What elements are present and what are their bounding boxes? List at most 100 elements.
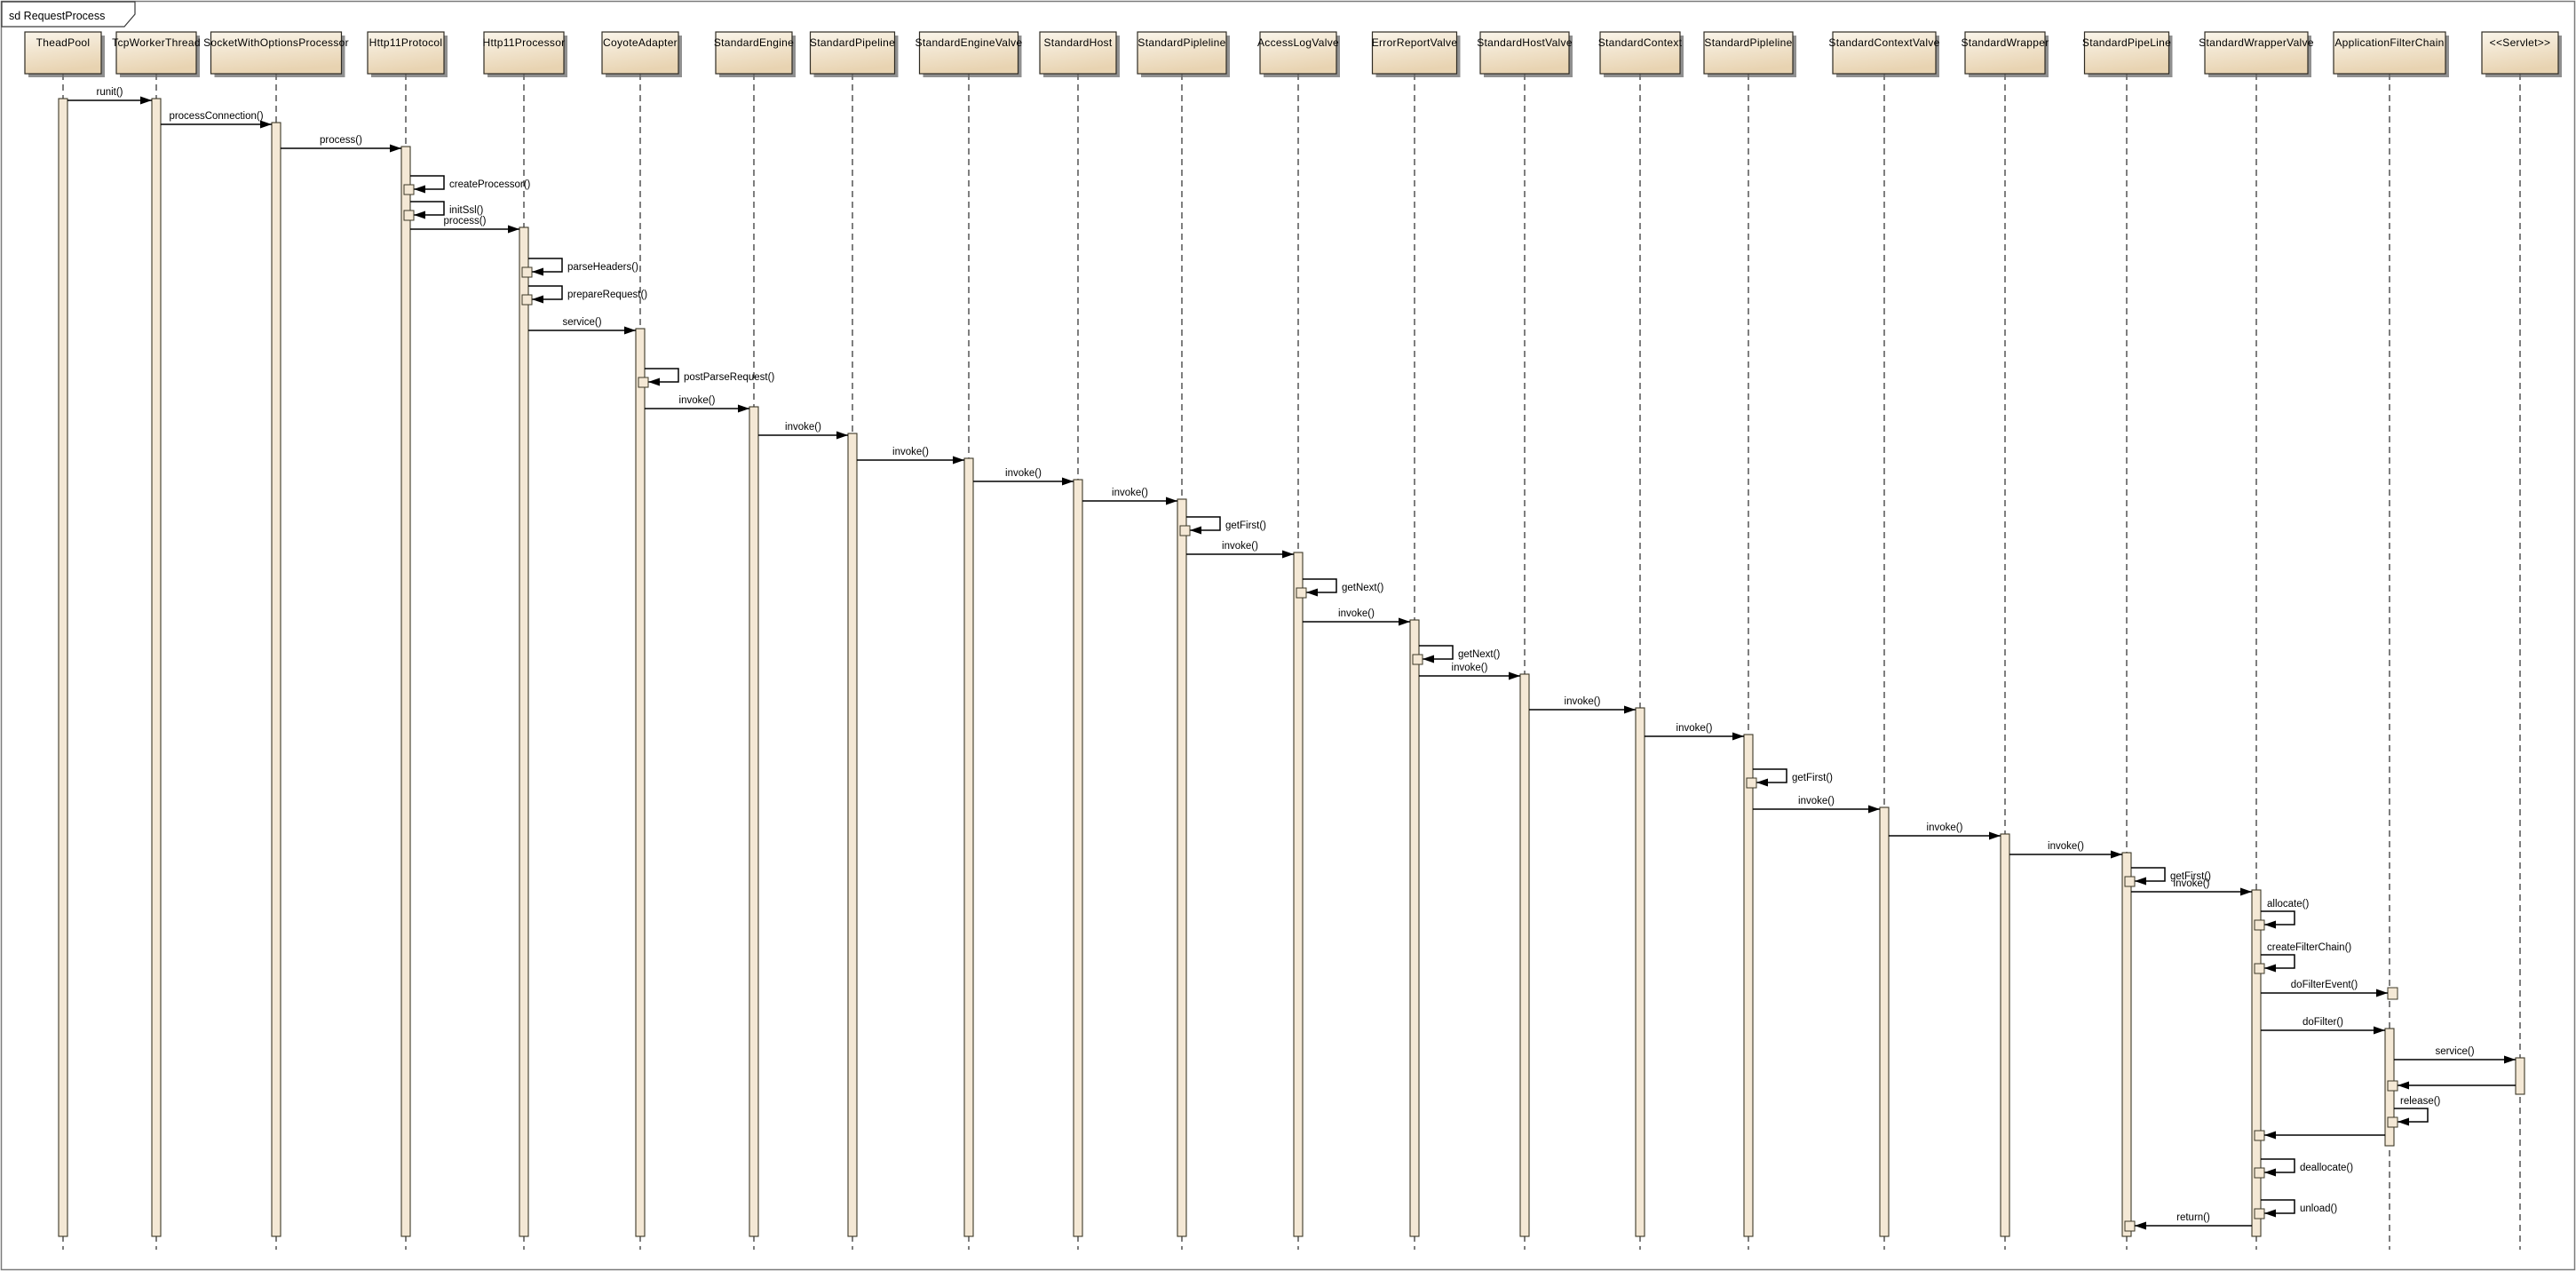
message-arrowhead bbox=[1166, 496, 1177, 505]
activation-bar bbox=[519, 226, 529, 1237]
message-label: invoke() bbox=[1222, 541, 1258, 552]
lifeline-head bbox=[483, 31, 565, 75]
lifeline-head bbox=[1599, 31, 1681, 75]
lifeline-name: Http11Processor bbox=[483, 36, 566, 49]
lifeline-head bbox=[2083, 31, 2170, 75]
self-message-line bbox=[645, 368, 679, 383]
message-label: invoke() bbox=[785, 422, 821, 433]
message-arrowhead bbox=[2264, 920, 2276, 929]
self-message-line bbox=[1186, 516, 1221, 531]
message-label: runit() bbox=[96, 87, 123, 98]
message-arrowhead bbox=[532, 267, 543, 276]
message-label: return() bbox=[2176, 1212, 2210, 1223]
message-label: invoke() bbox=[2048, 841, 2084, 852]
lifeline-name: CoyoteAdapter bbox=[603, 36, 678, 49]
nested-activation bbox=[2387, 987, 2398, 1000]
message-label: prepareRequest() bbox=[567, 290, 647, 300]
message-label: invoke() bbox=[1338, 608, 1375, 619]
nested-activation bbox=[1296, 587, 1307, 599]
message-arrowhead bbox=[1306, 588, 1318, 597]
lifeline-head bbox=[2204, 31, 2309, 75]
nested-activation bbox=[403, 210, 415, 221]
message-label: initSsl() bbox=[449, 205, 484, 216]
frame-tab-label: sd RequestProcess bbox=[9, 10, 105, 22]
lifeline-head bbox=[2481, 31, 2559, 75]
activation-bar bbox=[58, 98, 68, 1237]
message-arrowhead bbox=[1062, 477, 1074, 486]
nested-activation bbox=[521, 266, 533, 278]
message-label: processConnection() bbox=[169, 111, 263, 122]
message-label: invoke() bbox=[1112, 488, 1148, 498]
message-arrowhead bbox=[414, 185, 425, 194]
message-arrowhead bbox=[1989, 831, 2001, 840]
self-message-line bbox=[1419, 645, 1454, 660]
message-label: invoke() bbox=[892, 447, 929, 457]
message-arrowhead bbox=[1756, 778, 1768, 787]
self-message-line bbox=[2261, 1158, 2295, 1173]
activation-bar bbox=[271, 122, 281, 1237]
lifeline-head bbox=[1703, 31, 1794, 75]
activation-bar bbox=[1073, 479, 1083, 1237]
lifeline-name: StandardPipleline bbox=[1137, 36, 1225, 49]
message-label: invoke() bbox=[1676, 723, 1713, 734]
message-arrowhead bbox=[2240, 887, 2252, 896]
lifeline-name: StandardPipeline bbox=[810, 36, 895, 49]
message-label: doFilterEvent() bbox=[2291, 980, 2358, 990]
activation-bar bbox=[1519, 673, 1530, 1237]
message-arrowhead bbox=[1624, 705, 1636, 714]
nested-activation bbox=[2254, 963, 2265, 974]
message-arrowhead bbox=[953, 456, 964, 465]
message-label: process() bbox=[320, 135, 362, 146]
message-label: getFirst() bbox=[1225, 520, 1266, 531]
message-label: allocate() bbox=[2267, 899, 2309, 910]
nested-activation bbox=[2387, 1116, 2398, 1128]
message-label: createFilterChain() bbox=[2267, 942, 2351, 953]
message-label: getNext() bbox=[1458, 649, 1500, 660]
lifeline-name: StandardWrapper bbox=[1962, 36, 2049, 49]
lifeline-head bbox=[918, 31, 1019, 75]
lifeline-head bbox=[809, 31, 896, 75]
nested-activation bbox=[2254, 1130, 2265, 1141]
message-arrowhead bbox=[2264, 964, 2276, 973]
message-label: getFirst() bbox=[2170, 871, 2211, 882]
activation-bar bbox=[749, 406, 759, 1237]
lifeline-name: StandardWrapperValve bbox=[2199, 36, 2314, 49]
message-arrowhead bbox=[140, 96, 152, 105]
message-arrowhead bbox=[1399, 617, 1410, 626]
message-label: invoke() bbox=[1452, 663, 1488, 673]
activation-bar bbox=[400, 146, 411, 1237]
lifeline-name: <<Servlet>> bbox=[2490, 36, 2551, 49]
activation-bar bbox=[635, 328, 646, 1237]
message-label: invoke() bbox=[2174, 878, 2210, 889]
activation-bar bbox=[963, 457, 974, 1237]
lifeline-name: StandardEngineValve bbox=[915, 36, 1023, 49]
message-arrowhead bbox=[648, 377, 660, 386]
lifeline-name: TcpWorkerThread bbox=[112, 36, 201, 49]
self-message-line bbox=[2131, 867, 2166, 882]
lifeline-head bbox=[1259, 31, 1337, 75]
activation-bar bbox=[2251, 889, 2262, 1237]
nested-activation bbox=[1746, 777, 1757, 789]
lifeline-head bbox=[1832, 31, 1937, 75]
lifeline-head bbox=[715, 31, 793, 75]
message-arrowhead bbox=[2504, 1055, 2516, 1064]
message-label: deallocate() bbox=[2300, 1163, 2353, 1173]
activation-bar bbox=[1635, 707, 1645, 1237]
nested-activation bbox=[521, 294, 533, 306]
message-label: process() bbox=[444, 216, 487, 226]
lifeline-name: Http11Protocol bbox=[369, 36, 443, 49]
message-arrowhead bbox=[508, 225, 519, 234]
message-label: unload() bbox=[2300, 1203, 2337, 1214]
lifeline-name: StandardPipleline bbox=[1704, 36, 1792, 49]
message-label: invoke() bbox=[679, 395, 716, 406]
self-message-line bbox=[2261, 954, 2295, 969]
message-arrowhead bbox=[1732, 732, 1744, 741]
nested-activation bbox=[2254, 919, 2265, 931]
activation-bar bbox=[2121, 852, 2132, 1237]
message-label: doFilter() bbox=[2303, 1017, 2343, 1028]
nested-activation bbox=[2124, 876, 2136, 887]
frame-tab bbox=[1, 1, 136, 28]
message-label: invoke() bbox=[1798, 796, 1835, 806]
self-message-line bbox=[2394, 1108, 2429, 1123]
